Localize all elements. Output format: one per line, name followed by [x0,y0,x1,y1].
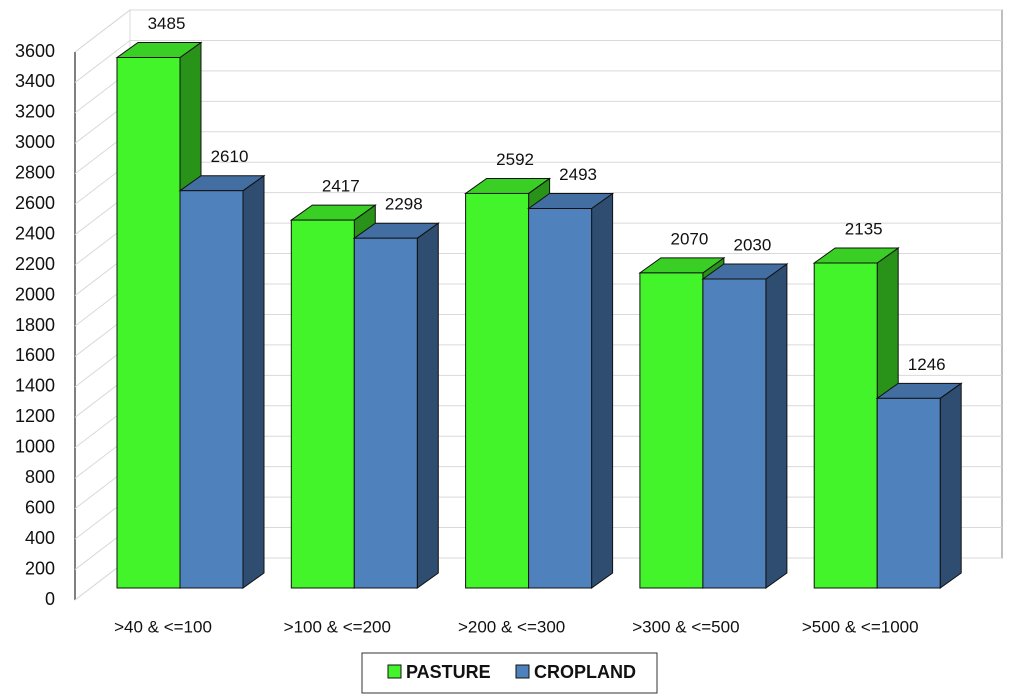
legend-swatch [515,664,530,679]
y-tick-label: 3000 [15,132,55,152]
y-tick-label: 3600 [15,41,55,61]
y-tick-label: 600 [25,497,55,517]
y-tick-label: 2000 [15,284,55,304]
y-tick-label: 1000 [15,437,55,457]
legend-label: CROPLAND [534,662,636,682]
y-tick-label: 1600 [15,345,55,365]
side-grid-line [74,40,131,83]
legend-box [361,652,658,694]
bar [353,237,418,589]
bar-side [939,382,962,589]
bar [876,397,941,589]
bar [813,262,878,589]
y-tick-label: 2600 [15,193,55,213]
value-label: 2592 [496,150,534,169]
y-tick-label: 800 [25,467,55,487]
legend-swatch [387,664,402,679]
bar [639,272,704,589]
bar-side [765,263,788,589]
value-label: 2298 [385,195,423,214]
bar [702,278,767,589]
bar [116,57,181,589]
y-tick-label: 0 [45,589,55,609]
y-tick-label: 3200 [15,102,55,122]
value-label: 3485 [148,14,186,33]
x-tick-label: >500 & <=1000 [802,617,919,636]
y-tick-label: 2200 [15,254,55,274]
bar-side [416,222,439,589]
value-label: 1246 [908,355,946,374]
x-tick-label: >200 & <=300 [458,617,565,636]
side-grid-line [74,9,131,53]
y-tick-label: 1400 [15,376,55,396]
bar [290,219,355,589]
value-label: 2070 [670,229,708,248]
legend-label: PASTURE [406,662,491,682]
y-tick-label: 2800 [15,163,55,183]
value-label: 2417 [322,177,360,196]
y-tick-label: 3400 [15,71,55,91]
bar-side [591,192,614,589]
value-label: 2610 [211,147,249,166]
value-label: 2135 [845,219,883,238]
y-tick-label: 400 [25,528,55,548]
value-label: 2030 [733,235,771,254]
y-tick-label: 200 [25,558,55,578]
bar [179,190,244,589]
x-tick-label: >300 & <=500 [632,617,739,636]
y-tick-label: 2400 [15,223,55,243]
y-tick-label: 1200 [15,406,55,426]
y-tick-label: 1800 [15,315,55,335]
bar-side [242,174,265,589]
bar [528,208,593,589]
x-tick-label: >40 & <=100 [114,617,212,636]
x-tick-label: >100 & <=200 [284,617,391,636]
value-label: 2493 [559,165,597,184]
bar [465,192,530,589]
